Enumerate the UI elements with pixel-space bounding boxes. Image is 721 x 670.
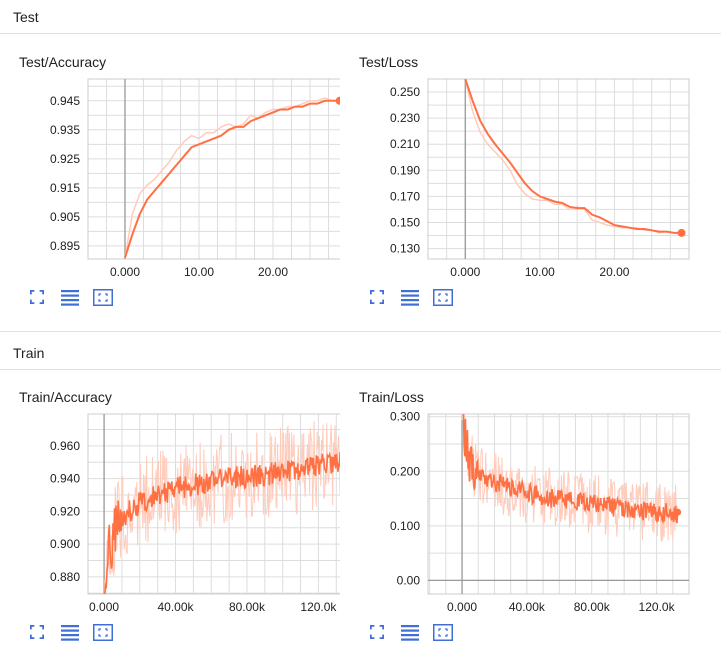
section-title: Test	[13, 9, 39, 25]
x-tick-label: 0.000	[110, 265, 140, 279]
y-tick-label: 0.915	[50, 181, 80, 195]
fit-to-screen-icon	[30, 290, 44, 304]
plot-frame	[87, 78, 340, 260]
x-tick-label: 0.000	[447, 600, 477, 614]
x-tick-label: 0.000	[89, 600, 119, 614]
toggle-log-scale-icon	[401, 624, 419, 641]
section-header-test[interactable]: Test	[0, 0, 721, 34]
x-tick-label: 40.00k	[158, 600, 195, 614]
fit-domain-icon	[433, 623, 453, 641]
y-tick-label: 0.880	[50, 570, 80, 584]
fit-domain-button[interactable]	[93, 623, 113, 641]
y-tick-label: 0.210	[390, 137, 420, 151]
toggle-log-scale-icon	[61, 624, 79, 641]
x-tick-label: 120.0k	[300, 600, 337, 614]
fit-domain-button[interactable]	[93, 288, 113, 306]
y-tick-label: 0.250	[390, 85, 420, 99]
y-tick-label: 0.940	[50, 472, 80, 486]
x-tick-label: 0.000	[450, 265, 480, 279]
chart-title: Train/Accuracy	[19, 389, 112, 405]
x-tick-label: 40.00k	[509, 600, 546, 614]
y-tick-label: 0.945	[50, 94, 80, 108]
chart-title: Test/Accuracy	[19, 54, 107, 70]
toggle-log-scale-icon	[401, 289, 419, 306]
plot-frame	[87, 413, 340, 595]
fit-to-screen-button[interactable]	[27, 288, 47, 306]
train-loss-plot[interactable]: 0.000 40.00k 80.00k 120.0k 0.00 0.100 0.200 0.3…	[340, 390, 700, 618]
toggle-log-scale-button[interactable]	[400, 288, 420, 306]
test-accuracy-plot[interactable]: 0.000 10.00 20.00 0.895 0.905 0.915 0.925 0.935…	[0, 55, 340, 283]
y-tick-label: 0.130	[390, 242, 420, 256]
last-point-marker	[335, 96, 340, 105]
y-tick-label: 0.900	[50, 537, 80, 551]
section-title: Train	[13, 345, 45, 361]
fit-domain-button[interactable]	[433, 623, 453, 641]
y-tick-label: 0.920	[50, 504, 80, 518]
x-tick-label: 80.00k	[574, 600, 611, 614]
last-point-marker	[674, 508, 682, 516]
fit-domain-icon	[433, 288, 453, 306]
x-tick-label: 20.00	[258, 265, 288, 279]
chart-toolbar	[27, 288, 113, 306]
fit-domain-icon	[93, 623, 113, 641]
fit-domain-icon	[93, 288, 113, 306]
y-tick-label: 0.200	[390, 464, 420, 478]
y-tick-label: 0.300	[390, 410, 420, 424]
series-line-smoothed	[462, 414, 679, 525]
x-tick-label: 20.00	[599, 265, 629, 279]
train-accuracy-plot[interactable]: 0.000 40.00k 80.00k 120.0k 0.880 0.900 0.920 0.…	[0, 390, 340, 618]
fit-to-screen-button[interactable]	[367, 288, 387, 306]
chart-card-train-loss: Train/Loss 0.000 40.00k 80.00k 120.0k 0.00 0.…	[340, 389, 690, 670]
x-tick-label: 10.00	[525, 265, 555, 279]
chart-card-test-accuracy: Test/Accuracy 0.000 10.00 20.00 0.895 0.905 0…	[0, 54, 340, 335]
plot-frame	[427, 78, 690, 260]
chart-card-train-accuracy: Train/Accuracy 0.000 40.00k 80.00k 120.0k 0.…	[0, 389, 340, 670]
series-line-smoothed	[464, 79, 682, 234]
y-tick-label: 0.100	[390, 519, 420, 533]
chart-toolbar	[367, 623, 453, 641]
y-tick-label: 0.190	[390, 163, 420, 177]
y-tick-label: 0.150	[390, 215, 420, 229]
last-point-marker	[677, 228, 686, 237]
x-tick-label: 120.0k	[639, 600, 676, 614]
series-line-raw	[103, 421, 340, 594]
chart-toolbar	[27, 623, 113, 641]
toggle-log-scale-button[interactable]	[60, 623, 80, 641]
fit-to-screen-icon	[370, 625, 384, 639]
chart-card-test-loss: Test/Loss 0.000 10.00 20.00 0.130 0.150 0.170…	[340, 54, 690, 335]
y-tick-label: 0.230	[390, 111, 420, 125]
series-line-raw	[461, 414, 679, 543]
series-line-smoothed	[124, 99, 340, 258]
y-tick-label: 0.935	[50, 123, 80, 137]
grid	[427, 78, 690, 259]
fit-to-screen-button[interactable]	[27, 623, 47, 641]
y-tick-label: 0.895	[50, 239, 80, 253]
y-tick-label: 0.960	[50, 439, 80, 453]
series-line-raw	[124, 97, 340, 258]
toggle-log-scale-button[interactable]	[400, 623, 420, 641]
x-tick-label: 10.00	[184, 265, 214, 279]
y-tick-label: 0.905	[50, 210, 80, 224]
y-tick-label: 0.925	[50, 152, 80, 166]
fit-to-screen-icon	[30, 625, 44, 639]
toggle-log-scale-icon	[61, 289, 79, 306]
toggle-log-scale-button[interactable]	[60, 288, 80, 306]
series-line-smoothed	[104, 451, 340, 594]
fit-domain-button[interactable]	[433, 288, 453, 306]
chart-toolbar	[367, 288, 453, 306]
test-loss-plot[interactable]: 0.000 10.00 20.00 0.130 0.150 0.170 0.190 0.210…	[340, 55, 700, 283]
x-tick-label: 80.00k	[229, 600, 266, 614]
plot-frame	[427, 413, 690, 595]
y-tick-label: 0.170	[390, 189, 420, 203]
section-divider	[0, 331, 721, 332]
last-point-marker	[338, 460, 340, 467]
chart-title: Test/Loss	[359, 54, 419, 70]
section-header-train[interactable]: Train	[0, 336, 721, 370]
y-tick-label: 0.00	[397, 573, 421, 587]
chart-title: Train/Loss	[359, 389, 424, 405]
fit-to-screen-icon	[370, 290, 384, 304]
fit-to-screen-button[interactable]	[367, 623, 387, 641]
